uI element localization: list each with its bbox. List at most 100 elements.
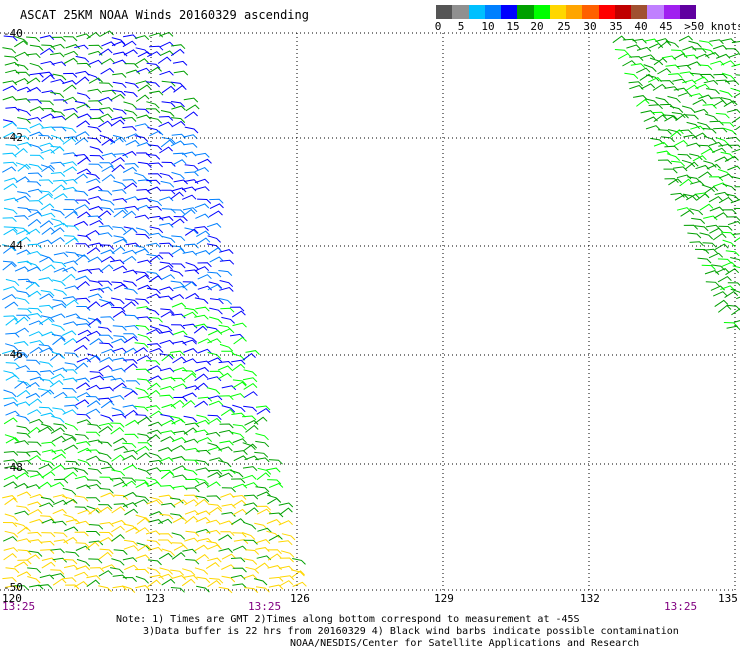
wind-barb [63, 433, 77, 441]
wind-barb [171, 101, 185, 108]
wind-barb [76, 382, 91, 390]
wind-barb [173, 216, 188, 222]
wind-barb [681, 105, 696, 113]
wind-barb [630, 63, 646, 69]
wind-barb [219, 440, 234, 446]
wind-barb [122, 210, 137, 219]
wind-barb [51, 110, 66, 117]
wind-barb [134, 58, 149, 65]
wind-barb [161, 235, 176, 243]
wind-barb [149, 226, 164, 234]
wind-barb [17, 142, 32, 147]
wind-barb [628, 81, 643, 87]
wind-barb [268, 482, 284, 489]
wind-barb [713, 127, 728, 133]
note-line-3: NOAA/NESDIS/Center for Satellite Applica… [290, 638, 640, 649]
wind-barb [703, 248, 718, 254]
wind-barb [39, 220, 54, 228]
wind-barb [76, 357, 92, 363]
wind-barb [41, 561, 56, 569]
wind-barb [135, 227, 150, 235]
wind-barb [17, 380, 32, 388]
wind-barb [170, 48, 185, 57]
wind-barb [17, 86, 32, 92]
wind-barb [680, 209, 695, 217]
wind-barb [63, 72, 78, 78]
wind-barb [64, 362, 79, 369]
wind-barb [110, 93, 125, 101]
wind-barb [3, 315, 18, 321]
wind-barb [5, 567, 20, 574]
wind-barb [172, 340, 187, 346]
wind-barb [170, 350, 185, 356]
wind-barb [26, 36, 41, 43]
wind-barb [49, 352, 64, 361]
wind-barb [146, 328, 161, 335]
wind-barb [26, 484, 41, 490]
wind-barb [159, 339, 175, 345]
wind-barb [51, 303, 67, 309]
wind-barb [86, 301, 101, 310]
wind-barb [51, 323, 65, 331]
wind-barb [99, 531, 114, 537]
wind-barb [14, 467, 29, 474]
wind-barb [64, 199, 79, 205]
wind-barb [173, 285, 188, 291]
wind-barb [62, 487, 77, 496]
wind-barb [38, 463, 53, 470]
wind-barb [159, 261, 174, 268]
wind-barb [197, 274, 212, 280]
wind-barb [87, 353, 101, 361]
colorbar-segment [679, 5, 696, 19]
wind-barb [702, 242, 717, 248]
wind-barb [245, 549, 260, 555]
wind-barb [27, 409, 42, 416]
wind-barb [709, 39, 724, 45]
wind-barb [158, 115, 174, 121]
wind-barb [62, 137, 77, 145]
wind-barb [171, 444, 186, 452]
wind-barb [88, 195, 103, 201]
wind-barb [40, 203, 55, 211]
wind-barb [3, 450, 19, 456]
wind-barb [219, 343, 234, 352]
wind-barb [63, 369, 78, 375]
wind-barb [184, 438, 199, 444]
wind-barb [183, 142, 198, 148]
wind-barb [135, 324, 150, 331]
wind-barb [643, 64, 657, 72]
wind-barb [675, 113, 689, 122]
wind-barb [5, 144, 20, 150]
wind-barb [124, 63, 139, 69]
wind-barb [722, 239, 736, 248]
wind-barb [40, 496, 55, 504]
wind-barb [209, 307, 223, 315]
wind-barb [717, 275, 732, 283]
wind-barb [171, 324, 186, 330]
wind-barb [13, 353, 28, 361]
wind-barb [689, 153, 703, 161]
wind-barb [62, 577, 77, 583]
wind-barb [197, 537, 213, 543]
wind-barb [171, 44, 186, 50]
wind-barb [65, 225, 80, 231]
wind-barb [256, 472, 271, 481]
wind-barb [88, 468, 102, 475]
wind-barb [715, 268, 730, 274]
wind-barb [173, 499, 188, 506]
wind-barb [671, 49, 686, 55]
wind-barb [113, 207, 129, 213]
wind-barb [218, 446, 233, 452]
wind-barb [101, 89, 117, 95]
wind-barb [111, 454, 125, 462]
wind-barb [76, 297, 91, 303]
wind-barb [123, 34, 138, 40]
wind-barb [40, 149, 55, 155]
wind-barb [99, 334, 114, 340]
wind-barb [624, 72, 639, 79]
wind-barb [182, 281, 197, 289]
wind-barb [41, 74, 55, 83]
wind-barb [161, 353, 175, 362]
wind-barb [98, 232, 113, 238]
wind-barb [183, 574, 198, 580]
